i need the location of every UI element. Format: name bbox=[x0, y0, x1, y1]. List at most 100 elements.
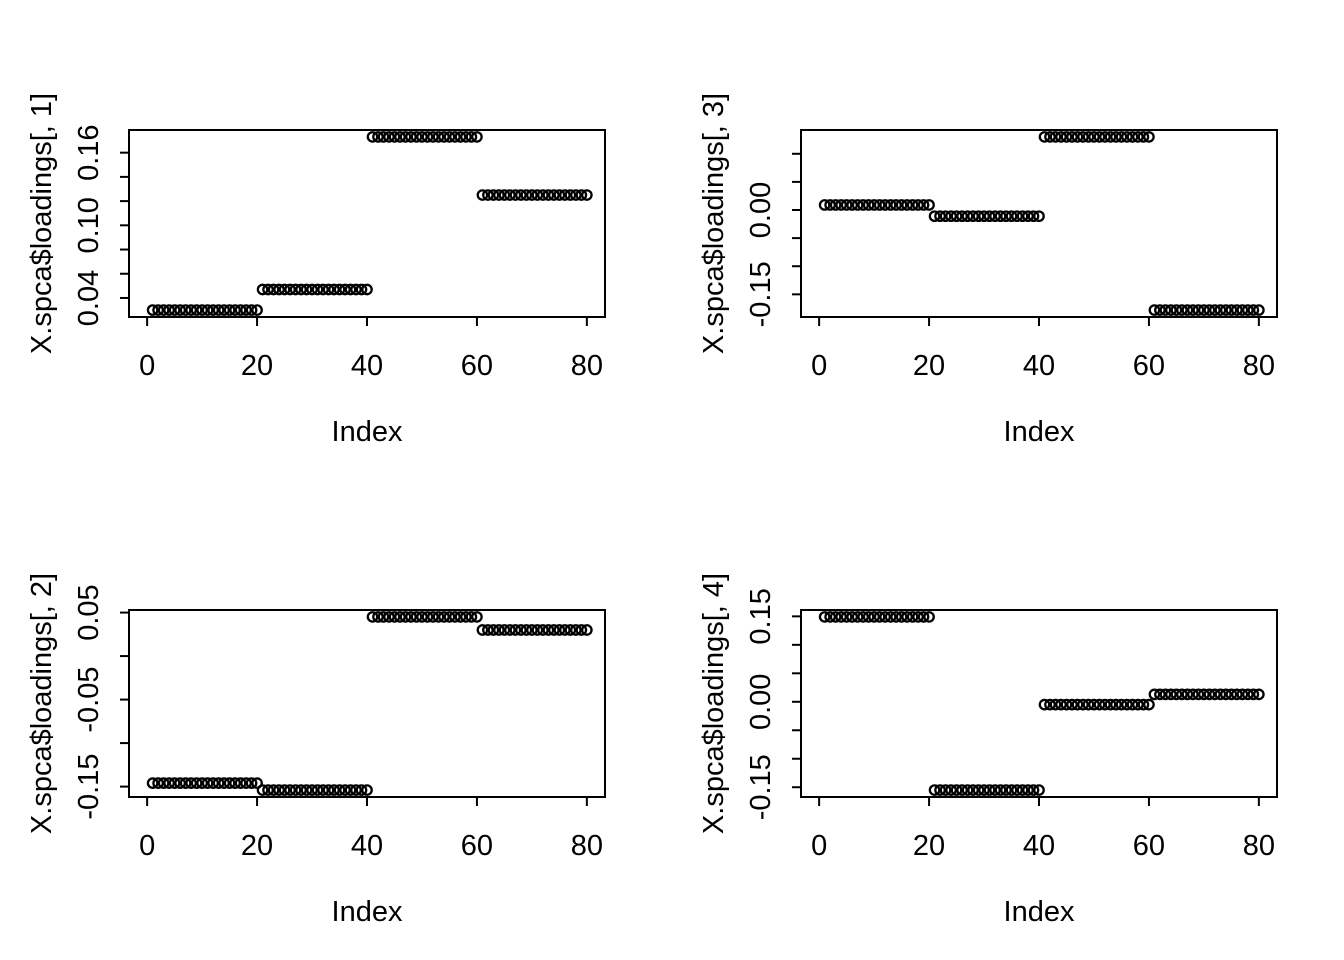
x-tick-label: 0 bbox=[811, 830, 827, 862]
y-tick-label: 0.15 bbox=[745, 588, 777, 644]
data-point bbox=[515, 189, 527, 201]
x-tick-label: 80 bbox=[571, 830, 603, 862]
data-point bbox=[840, 611, 853, 623]
panel-top-left: 0 20 40 60 80 Index 0.04 0.10 0.16 X.spca$loading… bbox=[0, 0, 672, 480]
data-point bbox=[537, 189, 549, 201]
data-point bbox=[443, 131, 456, 143]
data-point bbox=[311, 784, 324, 796]
data-point bbox=[1093, 131, 1106, 143]
y-tick-label: 0.10 bbox=[73, 197, 105, 253]
data-point bbox=[306, 784, 318, 796]
data-point bbox=[548, 189, 560, 201]
x-tick-label: 80 bbox=[1243, 830, 1275, 862]
data-point bbox=[1066, 698, 1078, 711]
data-point bbox=[1231, 688, 1243, 701]
data-point bbox=[548, 624, 560, 636]
data-point bbox=[1209, 304, 1221, 316]
data-point bbox=[978, 784, 990, 796]
data-point bbox=[1225, 688, 1238, 701]
data-point bbox=[1115, 131, 1128, 143]
data-point bbox=[498, 189, 511, 201]
data-point bbox=[317, 283, 329, 296]
data-point bbox=[1247, 688, 1260, 701]
data-point bbox=[862, 611, 875, 623]
data-point bbox=[945, 784, 957, 796]
data-point bbox=[1005, 784, 1018, 796]
data-point bbox=[581, 624, 593, 636]
data-point bbox=[939, 210, 952, 223]
data-point bbox=[350, 283, 362, 296]
panel-bottom-right: 0 20 40 60 80 Index -0.15 0.00 0.15 X.spca$loadin… bbox=[672, 480, 1344, 960]
x-tick-label: 20 bbox=[913, 830, 945, 862]
data-point bbox=[295, 784, 307, 796]
data-point bbox=[163, 777, 175, 789]
data-point bbox=[383, 131, 395, 143]
y-tick-label: 0.04 bbox=[73, 270, 105, 326]
data-point bbox=[1148, 304, 1161, 316]
data-point bbox=[1203, 304, 1216, 316]
data-point bbox=[339, 283, 351, 296]
data-point bbox=[1181, 688, 1194, 701]
data-point bbox=[201, 777, 214, 789]
data-point bbox=[1082, 131, 1095, 143]
data-point bbox=[1192, 688, 1205, 701]
data-point bbox=[328, 283, 340, 296]
data-point bbox=[344, 283, 357, 296]
data-point bbox=[427, 611, 439, 623]
data-point bbox=[928, 784, 941, 796]
y-axis-label: X.spca$loadings[, 4] bbox=[698, 573, 730, 834]
data-point bbox=[289, 784, 302, 796]
data-point bbox=[289, 283, 302, 296]
data-point bbox=[449, 611, 461, 623]
data-point bbox=[1159, 304, 1172, 316]
data-point bbox=[923, 199, 935, 211]
data-point bbox=[421, 611, 434, 623]
data-point bbox=[537, 624, 549, 636]
data-point bbox=[229, 304, 241, 316]
data-point bbox=[278, 283, 291, 296]
data-point bbox=[229, 777, 241, 789]
x-tick-label: 40 bbox=[351, 830, 383, 862]
data-point bbox=[956, 784, 968, 796]
data-point bbox=[1242, 688, 1254, 701]
data-point bbox=[432, 131, 445, 143]
x-tick-label: 40 bbox=[351, 350, 383, 382]
data-point bbox=[328, 784, 340, 796]
data-point bbox=[1126, 131, 1139, 143]
data-point bbox=[322, 283, 335, 296]
data-point bbox=[1137, 131, 1150, 143]
data-point bbox=[322, 784, 335, 796]
data-point bbox=[493, 624, 505, 636]
data-point bbox=[1214, 304, 1227, 316]
data-point bbox=[256, 283, 269, 296]
data-point bbox=[487, 189, 500, 201]
data-point bbox=[168, 777, 181, 789]
data-point bbox=[1220, 304, 1232, 316]
data-point bbox=[372, 611, 384, 623]
data-point bbox=[465, 131, 478, 143]
y-tick-label: -0.15 bbox=[745, 754, 777, 820]
data-point bbox=[350, 784, 362, 796]
data-point bbox=[465, 611, 478, 623]
data-point bbox=[553, 624, 566, 636]
data-point bbox=[1209, 688, 1221, 701]
data-point bbox=[1159, 688, 1172, 701]
data-point bbox=[157, 777, 170, 789]
data-point bbox=[1038, 131, 1051, 143]
data-point bbox=[361, 283, 373, 296]
data-point bbox=[1242, 304, 1254, 316]
data-point bbox=[267, 784, 280, 796]
data-point bbox=[471, 131, 483, 143]
data-point bbox=[1099, 698, 1111, 711]
data-point bbox=[868, 611, 880, 623]
data-point bbox=[504, 189, 516, 201]
data-point bbox=[410, 611, 423, 623]
data-point bbox=[438, 131, 450, 143]
data-point bbox=[1115, 698, 1128, 711]
data-point bbox=[1165, 688, 1177, 701]
data-point bbox=[1071, 131, 1084, 143]
y-tick-label: 0.05 bbox=[73, 584, 105, 640]
data-point bbox=[1088, 131, 1100, 143]
data-point bbox=[383, 611, 395, 623]
data-point bbox=[945, 210, 957, 223]
